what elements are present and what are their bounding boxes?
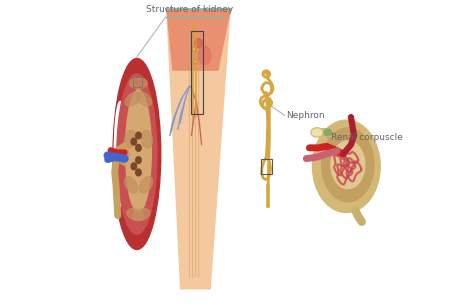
Ellipse shape [127,209,144,221]
Text: Nephron: Nephron [286,111,325,120]
Ellipse shape [114,102,126,207]
Polygon shape [114,142,131,166]
Ellipse shape [139,176,152,193]
Ellipse shape [131,138,137,145]
FancyBboxPatch shape [316,128,332,137]
Ellipse shape [324,129,332,136]
Ellipse shape [136,144,141,151]
Bar [191,31,202,114]
Ellipse shape [331,141,365,188]
Ellipse shape [136,157,141,164]
Ellipse shape [322,128,374,202]
Ellipse shape [126,90,151,212]
Text: Renal corpuscle: Renal corpuscle [331,132,403,142]
Ellipse shape [131,163,137,170]
Polygon shape [166,9,231,71]
Bar [133,77,142,87]
Bar [261,159,273,174]
Ellipse shape [195,38,202,48]
Ellipse shape [129,78,147,89]
Ellipse shape [124,130,136,148]
Ellipse shape [133,209,150,221]
Text: Structure of kidney: Structure of kidney [146,5,233,14]
Ellipse shape [137,92,152,106]
Ellipse shape [125,176,137,193]
Ellipse shape [117,74,157,234]
Ellipse shape [312,120,380,213]
Ellipse shape [199,46,211,65]
Polygon shape [166,9,231,290]
Ellipse shape [311,128,323,137]
Ellipse shape [194,59,197,64]
Ellipse shape [136,169,141,176]
Ellipse shape [125,92,141,106]
Ellipse shape [136,132,141,139]
Ellipse shape [192,47,195,51]
Ellipse shape [312,129,322,136]
Ellipse shape [141,130,153,148]
Ellipse shape [113,59,161,249]
